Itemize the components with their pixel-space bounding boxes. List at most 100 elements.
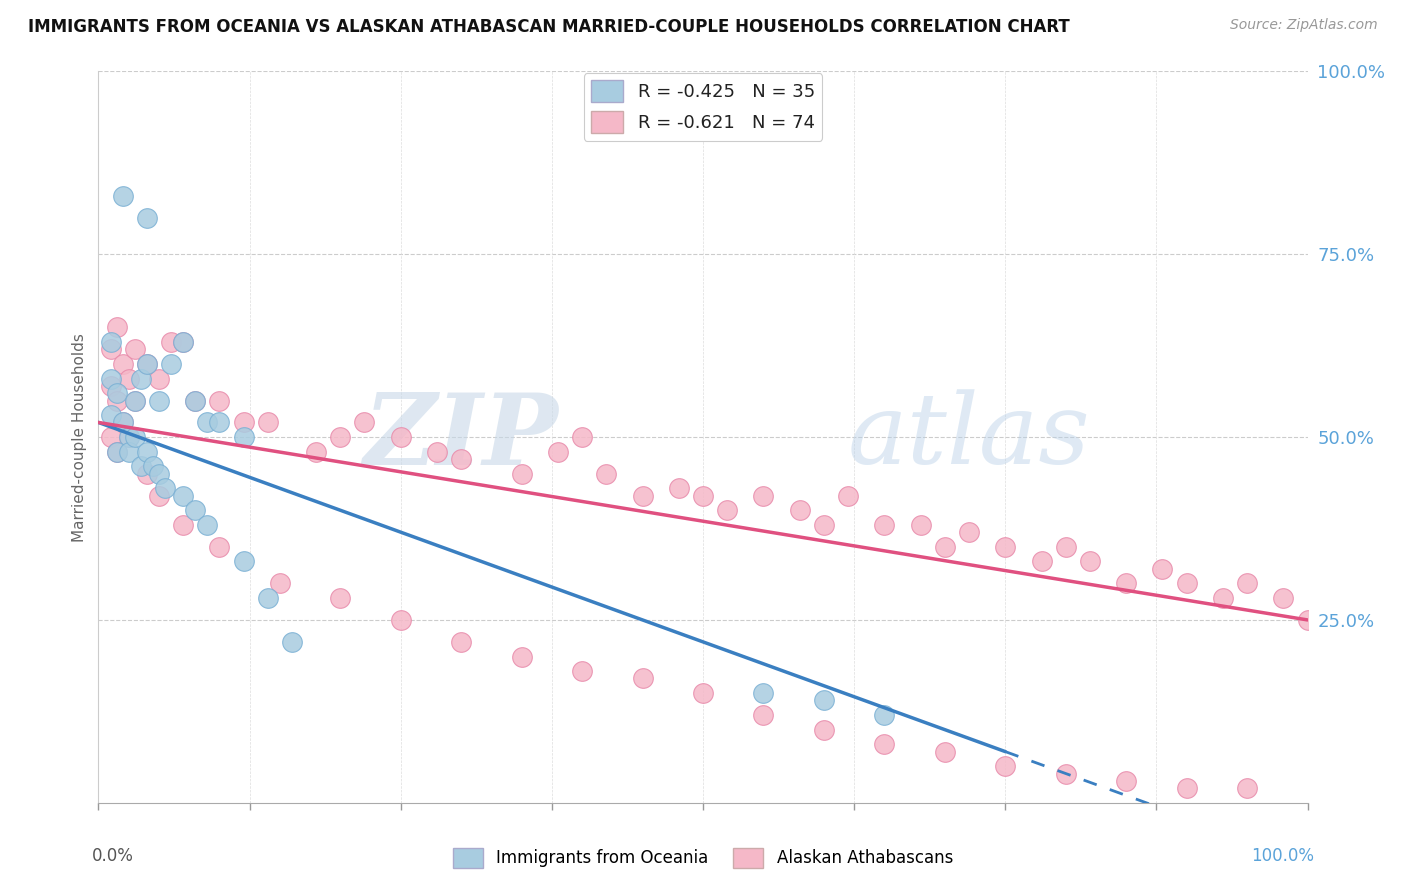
Point [789,503,811,517]
Point [450,452,472,467]
Point [281,635,304,649]
Point [135,211,157,225]
Point [208,540,231,554]
Legend: R = -0.425   N = 35, R = -0.621   N = 74: R = -0.425 N = 35, R = -0.621 N = 74 [583,73,823,141]
Point [873,517,896,532]
Point [105,444,128,458]
Point [118,444,141,458]
Point [571,430,593,444]
Point [329,430,352,444]
Point [124,343,146,357]
Point [1054,540,1077,554]
Point [1236,576,1258,591]
Text: atlas: atlas [848,390,1091,484]
Point [135,444,157,458]
Point [100,379,122,393]
Point [105,320,128,334]
Point [135,357,157,371]
Point [450,635,472,649]
Point [160,357,183,371]
Point [148,371,170,385]
Point [329,591,352,605]
Point [111,416,134,430]
Point [111,188,134,202]
Point [208,416,231,430]
Point [813,517,835,532]
Point [813,723,835,737]
Point [118,430,141,444]
Point [111,357,134,371]
Point [172,517,194,532]
Point [1272,591,1295,605]
Point [129,371,152,385]
Point [426,444,449,458]
Text: Source: ZipAtlas.com: Source: ZipAtlas.com [1230,18,1378,32]
Point [184,393,207,408]
Point [1296,613,1319,627]
Point [389,613,412,627]
Point [172,334,194,349]
Point [232,430,254,444]
Point [172,334,194,349]
Point [716,503,738,517]
Point [957,525,980,540]
Point [111,416,134,430]
Point [256,416,278,430]
Point [1115,773,1137,788]
Point [195,517,218,532]
Point [692,686,714,700]
Point [752,686,775,700]
Point [571,664,593,678]
Point [837,489,859,503]
Point [148,489,170,503]
Point [595,467,617,481]
Point [148,393,170,408]
Point [148,467,170,481]
Point [813,693,835,707]
Point [668,481,690,495]
Point [1152,562,1174,576]
Point [1175,781,1198,796]
Point [142,459,165,474]
Point [124,393,146,408]
Point [100,343,122,357]
Point [547,444,569,458]
Point [510,467,533,481]
Point [752,489,775,503]
Point [135,357,157,371]
Point [153,481,176,495]
Point [105,386,128,401]
Point [873,737,896,751]
Point [934,745,956,759]
Point [195,416,218,430]
Point [100,334,122,349]
Point [135,467,157,481]
Y-axis label: Married-couple Households: Married-couple Households [72,333,87,541]
Point [994,540,1017,554]
Point [184,393,207,408]
Point [129,459,152,474]
Point [389,430,412,444]
Point [510,649,533,664]
Point [100,371,122,385]
Point [208,393,231,408]
Point [269,576,291,591]
Legend: Immigrants from Oceania, Alaskan Athabascans: Immigrants from Oceania, Alaskan Athabas… [446,841,960,875]
Point [873,708,896,723]
Point [118,371,141,385]
Point [118,430,141,444]
Point [232,416,254,430]
Text: ZIP: ZIP [363,389,558,485]
Point [934,540,956,554]
Point [172,489,194,503]
Point [1175,576,1198,591]
Point [631,489,654,503]
Point [160,334,183,349]
Point [232,554,254,568]
Text: 100.0%: 100.0% [1250,847,1313,864]
Point [1078,554,1101,568]
Point [124,393,146,408]
Point [184,503,207,517]
Point [692,489,714,503]
Point [1212,591,1234,605]
